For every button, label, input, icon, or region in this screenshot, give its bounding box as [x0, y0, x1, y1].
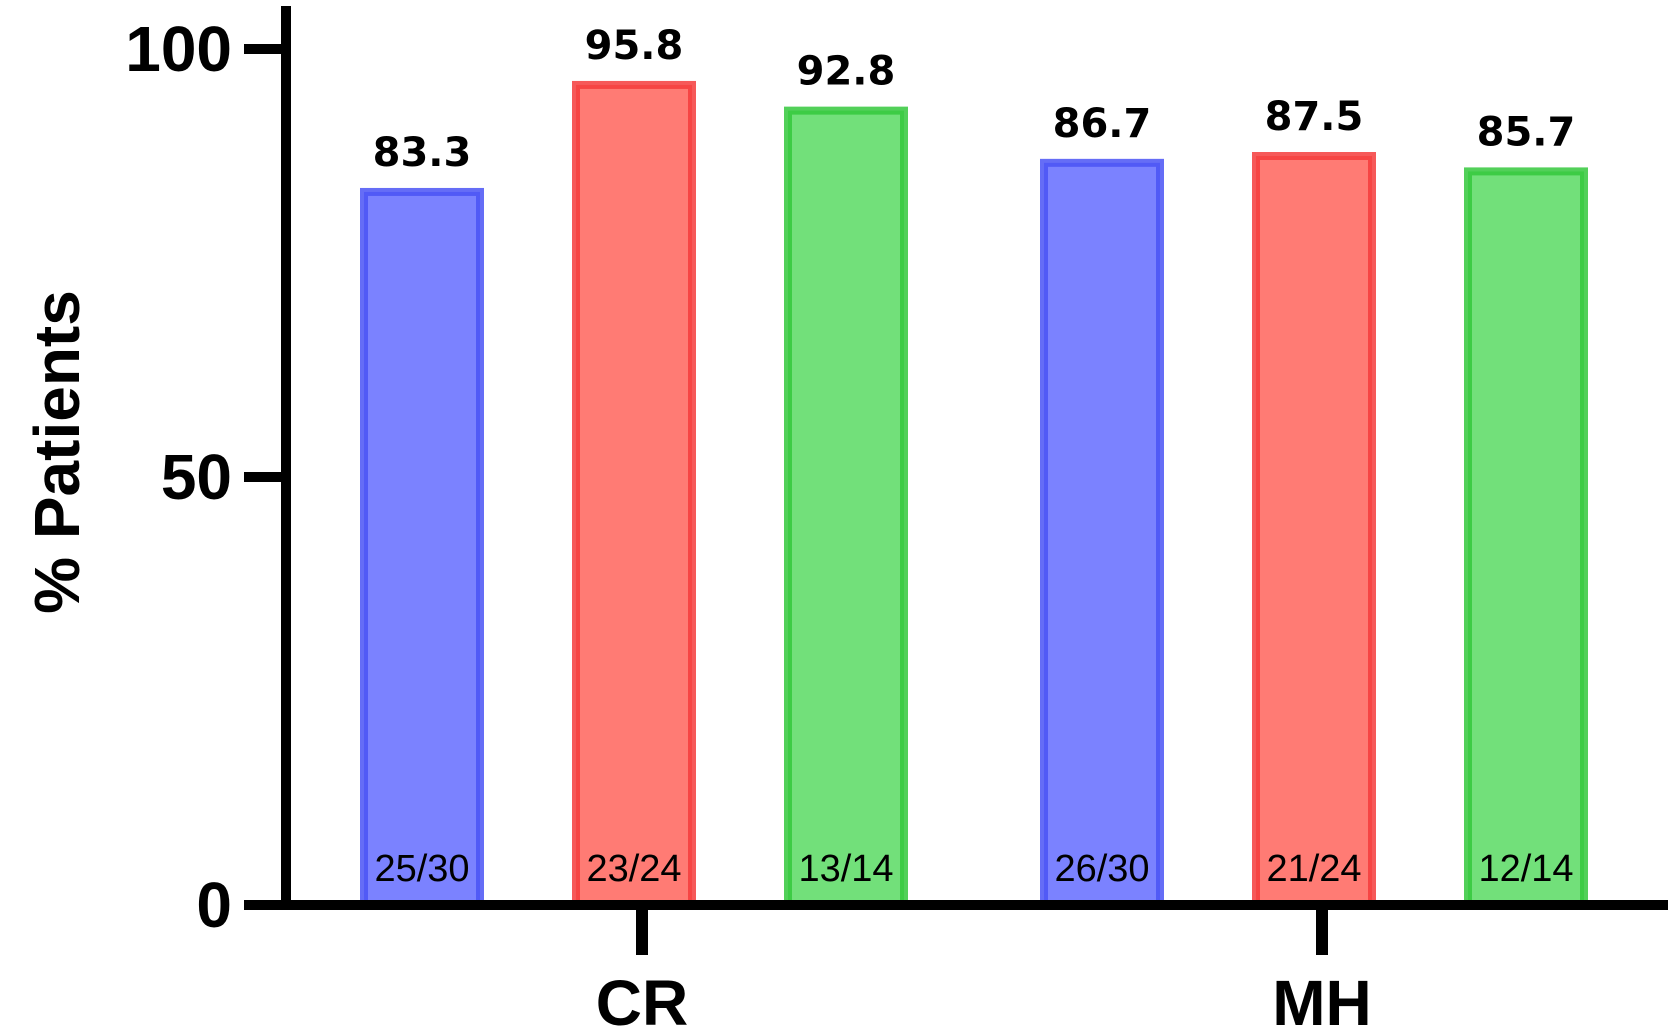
y-tick-label: 100: [125, 13, 232, 85]
bar-value-label: 87.5: [1265, 94, 1364, 140]
bar: [1252, 152, 1376, 909]
bar-count-label: 25/30: [374, 848, 469, 890]
bar-value-label: 92.8: [797, 49, 896, 95]
bar: [360, 187, 484, 909]
bar: [1040, 158, 1164, 909]
bar-value-label: 83.3: [373, 130, 472, 176]
bar-value-label: 85.7: [1477, 109, 1576, 155]
bar-value-label: 86.7: [1053, 101, 1152, 147]
bar-count-label: 13/14: [798, 848, 893, 890]
bar-count-label: 21/24: [1266, 848, 1361, 890]
bar-count-label: 12/14: [1478, 848, 1573, 890]
bar: [1464, 167, 1588, 909]
bar-count-label: 26/30: [1054, 848, 1149, 890]
y-tick-label: 50: [161, 441, 232, 513]
bar-count-label: 23/24: [586, 848, 681, 890]
bar: [572, 80, 696, 909]
ticks-layer: 0 50 100 CR MH: [125, 13, 1372, 1031]
bars-layer: 83.3 25/30 95.8 23/24 92.8 13/14 86.7 26/30 87.5…: [360, 23, 1588, 909]
y-axis-label: % Patients: [21, 290, 93, 614]
bar: [784, 106, 908, 909]
axes-layer: [244, 6, 1668, 910]
bar-value-label: 95.8: [585, 23, 684, 69]
x-tick-label: MH: [1272, 967, 1372, 1031]
y-tick-label: 0: [196, 869, 232, 941]
x-tick-label: CR: [596, 967, 688, 1031]
